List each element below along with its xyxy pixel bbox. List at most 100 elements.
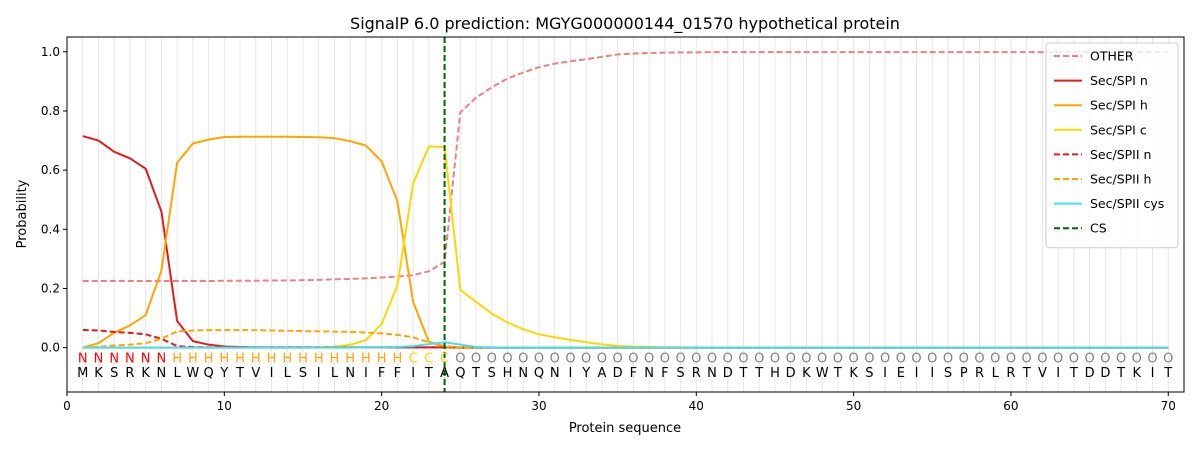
x-axis-ticks: 0 10 20 30 40 50 60 70 <box>63 392 1176 413</box>
region-label: H <box>219 351 229 366</box>
region-label: N <box>141 351 151 366</box>
x-tick-label: 10 <box>217 399 232 413</box>
residue-label: T <box>424 366 433 381</box>
residue-label: N <box>345 366 355 381</box>
region-label: O <box>1084 351 1094 366</box>
residue-label: I <box>270 366 274 381</box>
series-other-line <box>82 51 1169 283</box>
region-label: H <box>377 351 387 366</box>
legend-box <box>1045 42 1179 249</box>
region-label: H <box>235 351 245 366</box>
x-tick-label: 40 <box>689 399 704 413</box>
region-label: O <box>990 351 1000 366</box>
residue-label: S <box>865 366 873 381</box>
region-label: O <box>613 351 623 366</box>
legend-label-sec-spii-h: Sec/SPII h <box>1090 172 1151 187</box>
region-label: O <box>786 351 796 366</box>
region-label: H <box>392 351 402 366</box>
region-label: O <box>927 351 937 366</box>
residue-label: H <box>503 366 513 381</box>
residue-label: T <box>235 366 244 381</box>
x-tick-label: 70 <box>1161 399 1176 413</box>
region-label: O <box>550 351 560 366</box>
residue-label: K <box>849 366 858 381</box>
residue-label: T <box>1069 366 1078 381</box>
region-label: O <box>943 351 953 366</box>
region-label: O <box>817 351 827 366</box>
residue-label: W <box>816 366 829 381</box>
region-label: O <box>1069 351 1079 366</box>
residue-label: T <box>754 366 763 381</box>
residue-label: Y <box>581 366 590 381</box>
legend-label-sec-spi-h: Sec/SPI h <box>1090 98 1148 113</box>
region-label: O <box>801 351 811 366</box>
residue-label: L <box>331 366 339 381</box>
legend-label-sec-spi-n: Sec/SPI n <box>1090 73 1148 88</box>
residue-label: T <box>1163 366 1172 381</box>
y-tick-label: 0.8 <box>41 104 60 118</box>
region-label: O <box>1132 351 1142 366</box>
residue-label: L <box>174 366 182 381</box>
residue-label: I <box>569 366 573 381</box>
legend: OTHER Sec/SPI n Sec/SPI h Sec/SPI c Sec/SPII… <box>1045 42 1179 249</box>
residue-label: I <box>1056 366 1060 381</box>
residue-label: S <box>299 366 307 381</box>
residue-label: D <box>1085 366 1095 381</box>
region-label: O <box>770 351 780 366</box>
region-label: O <box>1163 351 1173 366</box>
residue-label: T <box>1022 366 1031 381</box>
region-label: O <box>675 351 685 366</box>
residue-label: Q <box>455 366 465 381</box>
y-tick-label: 0.2 <box>41 281 60 295</box>
region-label: O <box>518 351 528 366</box>
region-label: O <box>487 351 497 366</box>
region-label: O <box>565 351 575 366</box>
residue-label: K <box>1133 366 1142 381</box>
x-tick-label: 50 <box>846 399 861 413</box>
region-label: N <box>94 351 104 366</box>
y-tick-label: 1.0 <box>41 45 60 59</box>
residue-label: I <box>411 366 415 381</box>
region-label: H <box>345 351 355 366</box>
region-label: O <box>849 351 859 366</box>
residue-label: F <box>378 366 385 381</box>
residue-label: K <box>802 366 811 381</box>
residue-label: T <box>1116 366 1125 381</box>
residue-label: I <box>883 366 887 381</box>
residue-label: N <box>157 366 167 381</box>
region-label: O <box>896 351 906 366</box>
x-tick-label: 30 <box>531 399 546 413</box>
series-sec-spii-h-line <box>82 329 1169 349</box>
x-tick-label: 60 <box>1003 399 1018 413</box>
residue-label: I <box>364 366 368 381</box>
residue-label: T <box>739 366 748 381</box>
residue-label: Y <box>219 366 228 381</box>
residue-label: N <box>550 366 560 381</box>
plot-frame <box>66 36 1185 393</box>
region-label: O <box>707 351 717 366</box>
residue-label: Q <box>203 366 213 381</box>
region-label: O <box>628 351 638 366</box>
residue-label: L <box>284 366 292 381</box>
residue-label: A <box>597 366 606 381</box>
region-label: O <box>660 351 670 366</box>
region-label: H <box>330 351 340 366</box>
y-axis-label: Probability <box>15 179 30 248</box>
residue-label: R <box>692 366 701 381</box>
region-label: O <box>880 351 890 366</box>
residue-label: T <box>471 366 480 381</box>
residue-label: N <box>518 366 528 381</box>
region-label: O <box>471 351 481 366</box>
region-label: H <box>188 351 198 366</box>
y-axis-ticks: 0.0 0.2 0.4 0.6 0.8 1.0 <box>41 45 67 355</box>
residue-label: F <box>394 366 401 381</box>
region-label: O <box>1037 351 1047 366</box>
residue-label: I <box>317 366 321 381</box>
legend-label-sec-spii-cys: Sec/SPII cys <box>1090 196 1164 211</box>
residue-label: F <box>661 366 668 381</box>
region-label: C <box>424 351 433 366</box>
region-label: H <box>204 351 214 366</box>
region-label: O <box>864 351 874 366</box>
region-label: O <box>502 351 512 366</box>
